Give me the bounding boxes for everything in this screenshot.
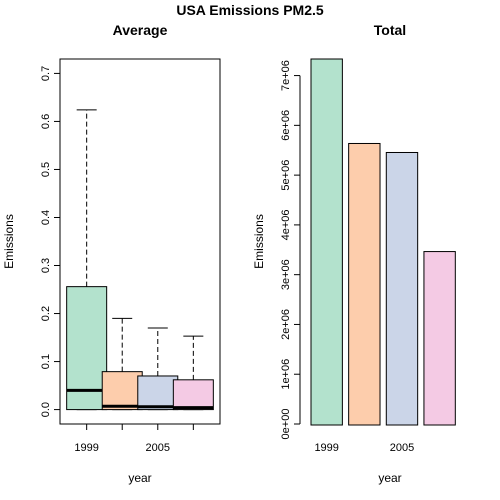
y-tick-label: 7e+06 — [280, 60, 292, 91]
box-iqr — [101, 371, 143, 411]
y-tick-label: 4e+06 — [280, 209, 292, 240]
y-tick-label: 0.1 — [40, 354, 52, 369]
y-tick-label: 6e+06 — [280, 110, 292, 141]
x-axis-label: year — [128, 471, 151, 485]
box-2008 — [172, 335, 214, 411]
y-axis-label: Emissions — [2, 214, 16, 269]
x-tick-label: 1999 — [314, 442, 338, 454]
panel-title: Total — [374, 22, 406, 38]
y-tick-label: 0.0 — [40, 402, 52, 417]
y-tick-label: 2e+06 — [280, 309, 292, 340]
box-2005 — [137, 327, 179, 411]
total-bar-panel: Total year Emissions 0e+00 1e+06 2e+06 3e+06 4e… — [252, 22, 456, 485]
bar-1999 — [310, 58, 343, 426]
y-axis-label: Emissions — [252, 214, 266, 269]
box-iqr — [137, 375, 179, 411]
y-tick-label: 0.7 — [40, 66, 52, 81]
y-tick-label: 5e+06 — [280, 160, 292, 191]
y-tick-label: 3e+06 — [280, 259, 292, 290]
panel-title: Average — [113, 22, 168, 38]
main-title: USA Emissions PM2.5 — [176, 2, 324, 18]
y-tick-label: 0.6 — [40, 114, 52, 129]
y-tick-label: 0.4 — [40, 210, 52, 225]
y-tick-label: 0.5 — [40, 162, 52, 177]
box-2002 — [101, 317, 143, 411]
bar-2002 — [348, 142, 381, 426]
y-tick-label: 0e+00 — [280, 409, 292, 440]
box-1999 — [66, 109, 108, 411]
box-iqr — [172, 379, 214, 411]
y-tick-label: 0.2 — [40, 306, 52, 321]
x-axis-label: year — [378, 471, 401, 485]
x-tick-label: 1999 — [74, 442, 98, 454]
bar-2008 — [423, 251, 456, 426]
x-tick-label: 2005 — [146, 442, 170, 454]
y-tick-label: 0.3 — [40, 258, 52, 273]
bar-2005 — [385, 151, 419, 426]
y-tick-label: 1e+06 — [280, 359, 292, 390]
x-tick-label: 2005 — [390, 442, 414, 454]
average-boxplot-panel: Average year Emissions 0.0 0.1 0.2 0.3 0.4 0.5 0.… — [2, 22, 221, 485]
